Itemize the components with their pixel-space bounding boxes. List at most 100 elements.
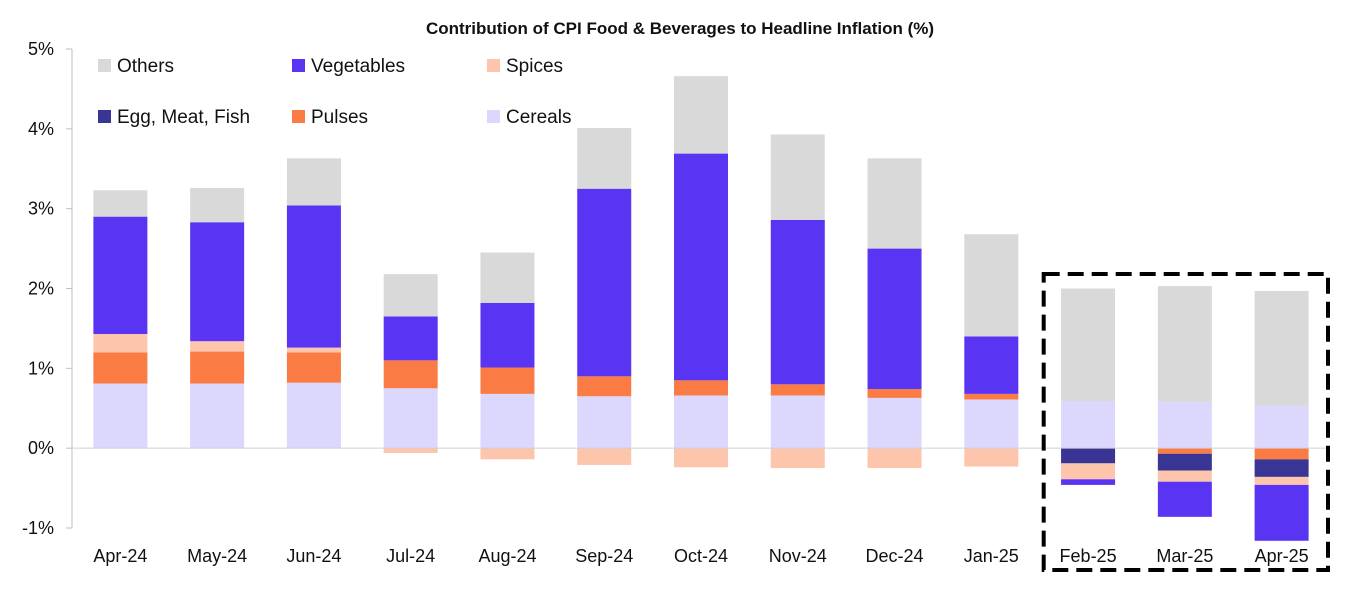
- bar-egg-meat-fish-mar-25: [1157, 453, 1212, 471]
- bar-others-dec-24: [867, 158, 922, 249]
- legend-swatch: [98, 59, 111, 72]
- y-tick-label: 3%: [28, 199, 54, 219]
- bar-vegetables-apr-25: [1254, 484, 1309, 541]
- legend-swatch: [292, 59, 305, 72]
- bar-cereals-dec-24: [867, 397, 922, 449]
- bar-vegetables-feb-25: [1061, 479, 1116, 485]
- bar-cereals-feb-25: [1061, 401, 1116, 449]
- bar-pulses-jun-24: [286, 352, 341, 383]
- bar-vegetables-oct-24: [674, 153, 728, 381]
- bar-vegetables-sep-24: [577, 188, 632, 377]
- legend-label: Vegetables: [311, 56, 405, 77]
- bar-spices-jun-24: [286, 347, 341, 353]
- bar-others-jun-24: [286, 158, 341, 206]
- bar-cereals-nov-24: [770, 395, 825, 449]
- bar-others-jul-24: [383, 274, 438, 317]
- legend-swatch: [292, 110, 305, 123]
- bars: [93, 76, 1309, 541]
- legend-item-egg-meat-fish: Egg, Meat, Fish: [98, 107, 250, 128]
- y-tick-label: 5%: [28, 39, 54, 59]
- bar-cereals-apr-25: [1254, 405, 1309, 449]
- bar-spices-feb-25: [1061, 463, 1116, 480]
- y-tick-label: -1%: [22, 518, 54, 538]
- legend: Others Vegetables Spices Egg, Meat, Fish Pul…: [98, 56, 571, 128]
- x-tick-label: Jan-25: [964, 546, 1019, 566]
- bar-spices-jul-24: [383, 448, 438, 453]
- bar-vegetables-nov-24: [770, 219, 825, 385]
- legend-item-vegetables: Vegetables: [292, 56, 405, 77]
- x-tick-label: Dec-24: [866, 546, 924, 566]
- legend-item-others: Others: [98, 56, 174, 77]
- highlight-box: [1041, 272, 1330, 572]
- bar-cereals-jun-24: [286, 382, 341, 449]
- bar-cereals-mar-25: [1157, 401, 1212, 449]
- y-tick-label: 2%: [28, 279, 54, 299]
- bar-spices-apr-24: [93, 334, 148, 353]
- y-tick-label: 0%: [28, 438, 54, 458]
- bar-egg-meat-fish-feb-25: [1061, 448, 1116, 464]
- bar-pulses-apr-24: [93, 352, 148, 384]
- bar-vegetables-jan-25: [964, 336, 1019, 394]
- bar-cereals-jul-24: [383, 388, 438, 449]
- legend-label: Others: [117, 56, 174, 77]
- legend-swatch: [487, 110, 500, 123]
- bar-spices-jan-25: [964, 448, 1019, 467]
- x-tick-label: Feb-25: [1060, 546, 1117, 566]
- bar-spices-mar-25: [1157, 470, 1212, 482]
- bar-pulses-sep-24: [577, 376, 632, 397]
- bar-pulses-nov-24: [770, 384, 825, 396]
- y-tick-label: 4%: [28, 119, 54, 139]
- bar-vegetables-jul-24: [383, 316, 438, 361]
- bar-others-apr-24: [93, 190, 148, 217]
- bar-pulses-apr-25: [1254, 448, 1309, 460]
- bar-vegetables-dec-24: [867, 248, 922, 390]
- bar-others-sep-24: [577, 128, 632, 189]
- bar-egg-meat-fish-apr-25: [1254, 459, 1309, 477]
- bar-cereals-sep-24: [577, 396, 632, 449]
- bar-pulses-may-24: [190, 351, 245, 384]
- bar-others-nov-24: [770, 134, 825, 220]
- legend-swatch: [98, 110, 111, 123]
- bar-vegetables-jun-24: [286, 205, 341, 348]
- bar-spices-sep-24: [577, 448, 632, 465]
- bar-cereals-may-24: [190, 383, 245, 449]
- y-tick-label: 1%: [28, 358, 54, 378]
- bar-cereals-jan-25: [964, 399, 1019, 449]
- bar-cereals-oct-24: [674, 395, 728, 449]
- legend-item-pulses: Pulses: [292, 107, 368, 128]
- bar-cereals-aug-24: [480, 393, 535, 449]
- x-tick-label: Nov-24: [769, 546, 827, 566]
- bar-pulses-aug-24: [480, 367, 535, 394]
- bar-others-jan-25: [964, 234, 1019, 337]
- bar-pulses-mar-25: [1157, 448, 1212, 454]
- bar-pulses-oct-24: [674, 380, 728, 396]
- bar-vegetables-mar-25: [1157, 481, 1212, 517]
- bar-pulses-dec-24: [867, 389, 922, 398]
- legend-label: Spices: [506, 56, 563, 77]
- legend-label: Pulses: [311, 107, 368, 128]
- bar-spices-may-24: [190, 341, 245, 352]
- bar-spices-nov-24: [770, 448, 825, 469]
- bar-vegetables-may-24: [190, 222, 245, 342]
- x-tick-label: Apr-24: [93, 546, 147, 566]
- bar-others-aug-24: [480, 252, 535, 303]
- y-axis: 5% 4% 3% 2% 1% 0% -1%: [22, 39, 73, 538]
- bar-others-mar-25: [1157, 286, 1212, 402]
- legend-label: Egg, Meat, Fish: [117, 107, 250, 128]
- bar-others-feb-25: [1061, 288, 1116, 402]
- x-tick-label: Apr-25: [1255, 546, 1309, 566]
- bar-pulses-jul-24: [383, 360, 438, 389]
- legend-item-spices: Spices: [487, 56, 563, 77]
- bar-vegetables-apr-24: [93, 216, 148, 335]
- legend-item-cereals: Cereals: [487, 107, 571, 128]
- highlight-box-group: [1041, 272, 1330, 572]
- legend-label: Cereals: [506, 107, 571, 128]
- bar-spices-aug-24: [480, 448, 535, 460]
- bar-cereals-apr-24: [93, 383, 148, 449]
- bar-others-oct-24: [674, 76, 728, 154]
- bar-vegetables-aug-24: [480, 302, 535, 368]
- x-tick-label: Aug-24: [478, 546, 536, 566]
- bar-spices-apr-25: [1254, 476, 1309, 485]
- x-tick-label: Jul-24: [386, 546, 435, 566]
